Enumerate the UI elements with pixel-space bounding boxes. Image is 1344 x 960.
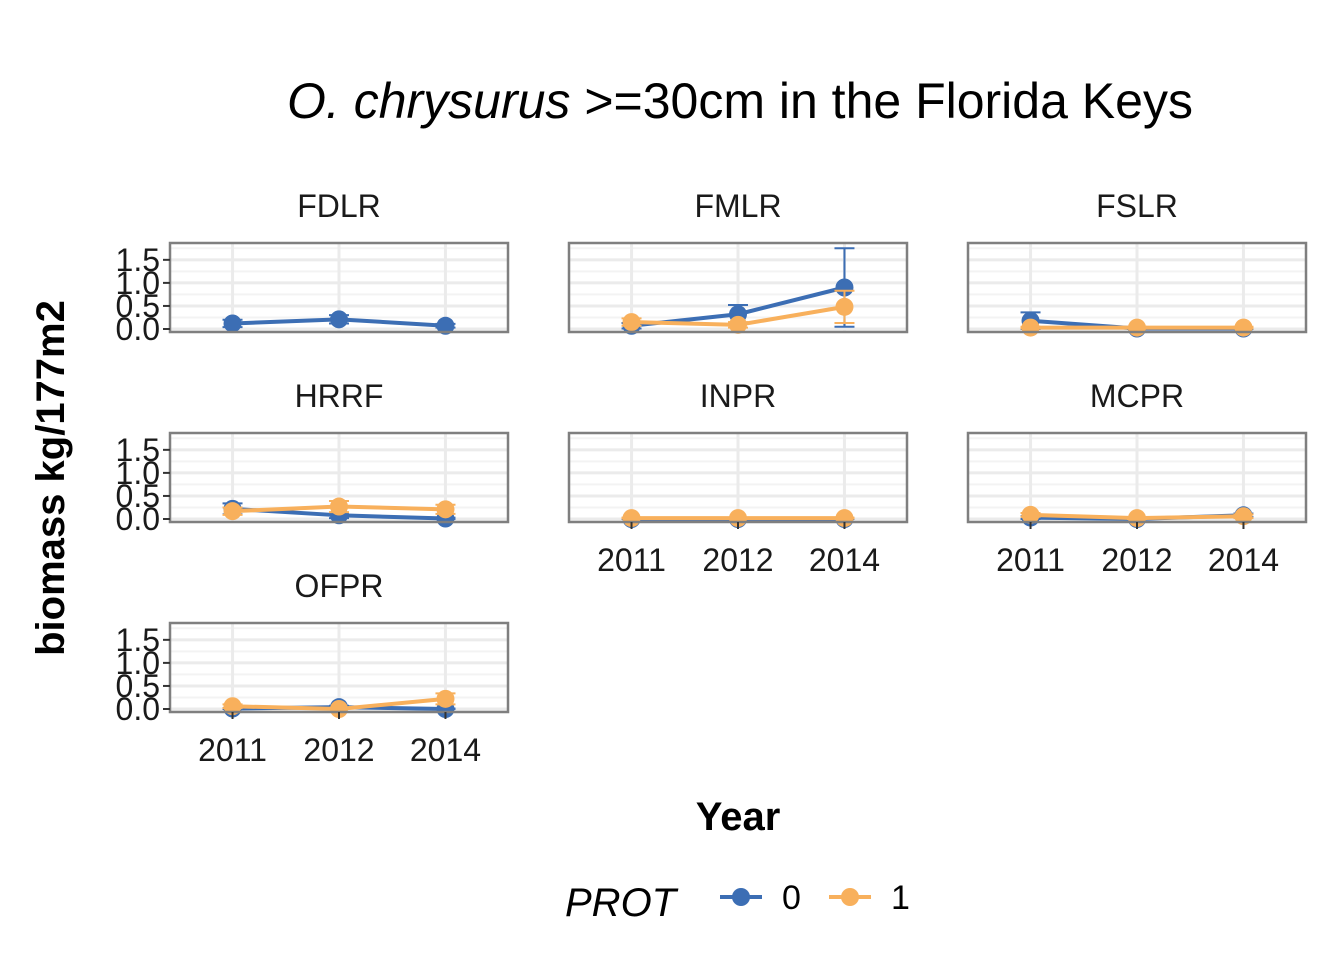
facet-label: FDLR xyxy=(297,188,381,224)
legend-label: 0 xyxy=(782,879,801,917)
panel-hrrf: HRRF 0.00.51.01.5 xyxy=(116,378,510,537)
panel-border xyxy=(567,241,909,334)
y-tick-label: 0.5 xyxy=(116,478,160,514)
facet-label: FMLR xyxy=(694,188,781,224)
data-point-prot-1 xyxy=(1021,318,1040,337)
panel-fmlr: FMLR xyxy=(567,188,909,335)
data-point-prot-1 xyxy=(436,500,455,519)
panel-fslr: FSLR xyxy=(966,188,1308,338)
data-point-prot-0 xyxy=(436,316,455,335)
panel-border xyxy=(168,431,510,524)
y-tick-label: 0.0 xyxy=(116,311,160,347)
y-tick-label: 0.0 xyxy=(116,501,160,537)
data-point-prot-1 xyxy=(622,313,641,332)
facet-label: MCPR xyxy=(1090,378,1184,414)
facet-label: HRRF xyxy=(295,378,384,414)
x-axis-title: Year xyxy=(696,795,781,839)
data-point-prot-0 xyxy=(223,314,242,333)
data-point-prot-1 xyxy=(1128,318,1146,337)
x-tick-label: 2012 xyxy=(702,542,773,578)
y-tick-label: 1.0 xyxy=(116,265,160,301)
data-point-prot-1 xyxy=(330,497,348,516)
x-tick-label: 2011 xyxy=(996,542,1065,578)
data-point-prot-1 xyxy=(1021,505,1040,524)
data-point-prot-1 xyxy=(1234,507,1253,526)
x-tick-label: 2011 xyxy=(198,732,267,768)
legend-item-prot-0: 0 xyxy=(720,879,801,917)
y-tick-label: 1.5 xyxy=(116,432,160,468)
y-tick-label: 0.5 xyxy=(116,288,160,324)
data-point-prot-0 xyxy=(330,310,348,329)
x-tick-label: 2014 xyxy=(1208,542,1279,578)
panel-mcpr: MCPR 2011 2012 2014 xyxy=(966,378,1308,578)
data-point-prot-1 xyxy=(436,689,455,708)
legend-key-point xyxy=(732,888,750,906)
data-point-prot-1 xyxy=(223,502,242,521)
legend-title: PROT xyxy=(565,881,679,925)
legend-key-point xyxy=(841,888,859,906)
data-point-prot-1 xyxy=(729,315,747,334)
y-tick-label: 0.0 xyxy=(116,691,160,727)
y-tick-label: 1.0 xyxy=(116,645,160,681)
chart-title-italic: O. chrysurus xyxy=(287,73,570,129)
panel-border xyxy=(168,241,510,334)
y-tick-label: 1.0 xyxy=(116,455,160,491)
panel-inpr: INPR 2011 2012 2014 xyxy=(567,378,909,578)
x-tick-label: 2014 xyxy=(410,732,481,768)
y-tick-label: 1.5 xyxy=(116,242,160,278)
x-tick-label: 2012 xyxy=(303,732,374,768)
x-tick-label: 2011 xyxy=(597,542,666,578)
data-point-prot-1 xyxy=(330,700,348,718)
data-point-prot-1 xyxy=(223,697,242,716)
facet-label: OFPR xyxy=(295,568,384,604)
legend-label: 1 xyxy=(891,879,910,917)
panel-border xyxy=(966,241,1308,334)
panel-ofpr: OFPR 0.00.51.01.5 2011 2012 2014 xyxy=(116,568,510,768)
y-tick-label: 0.5 xyxy=(116,668,160,704)
chart-title-rest: >=30cm in the Florida Keys xyxy=(570,73,1193,129)
legend: PROT 0 1 xyxy=(565,879,910,925)
data-point-prot-1 xyxy=(1234,318,1253,337)
facet-label: INPR xyxy=(700,378,776,414)
x-tick-label: 2014 xyxy=(809,542,880,578)
data-point-prot-1 xyxy=(835,297,854,316)
y-tick-label: 1.5 xyxy=(116,622,160,658)
x-tick-label: 2012 xyxy=(1101,542,1172,578)
facet-label: FSLR xyxy=(1096,188,1178,224)
legend-item-prot-1: 1 xyxy=(829,879,910,917)
data-point-prot-0 xyxy=(835,278,854,297)
panel-fdlr: FDLR 0.00.51.01.5 xyxy=(116,188,510,347)
chart-title: O. chrysurus >=30cm in the Florida Keys xyxy=(287,73,1193,129)
y-axis-title: biomass kg/177m2 xyxy=(29,300,73,656)
